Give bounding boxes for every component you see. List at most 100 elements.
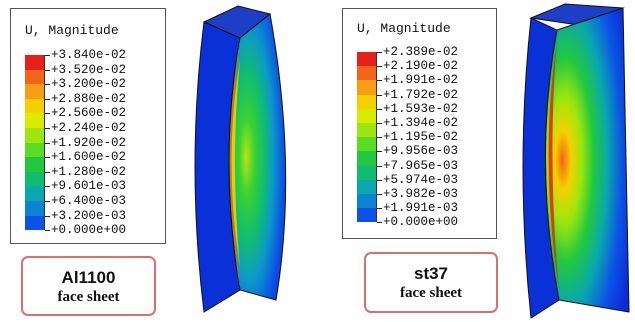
legend-tick	[45, 171, 50, 173]
legend-label: +1.792e-02	[383, 87, 459, 102]
color-swatch	[357, 94, 377, 109]
material-name: Al1100	[61, 268, 116, 287]
color-swatch	[25, 113, 45, 128]
legend-tick	[377, 194, 382, 195]
color-swatch	[25, 157, 45, 172]
legend-entry: +3.200e-02	[11, 77, 165, 99]
legend-tick	[377, 208, 382, 210]
side-face	[544, 7, 630, 313]
legend-entry: +2.240e-02	[11, 121, 165, 143]
legend-tick	[377, 66, 382, 68]
color-swatch	[357, 194, 377, 209]
color-swatch	[357, 108, 377, 123]
legend-left: U, Magnitude +3.840e-02 +3.520e-02 +3.200e…	[10, 8, 166, 244]
legend-entry: +7.965e-03	[343, 159, 496, 180]
legend-entry: +1.991e-02	[343, 73, 496, 95]
legend-tick	[45, 113, 50, 115]
legend-entry: +5.974e-03	[343, 173, 496, 194]
legend-entry: +1.195e-02	[343, 130, 496, 152]
legend-entry: +3.840e-02	[11, 48, 165, 70]
color-swatch	[25, 215, 45, 231]
color-swatch	[25, 69, 45, 85]
legend-entry: +1.991e-03	[343, 201, 496, 223]
legend-tick	[377, 108, 382, 110]
legend-entry: +1.920e-02	[11, 136, 165, 158]
legend-entry: +9.601e-03	[11, 179, 165, 201]
legend-label: +7.965e-03	[383, 158, 459, 173]
legend-tick	[45, 201, 50, 202]
legend-label: +1.600e-02	[51, 150, 127, 165]
legend-entry: +6.400e-03	[11, 194, 165, 216]
legend-tick	[377, 80, 382, 82]
color-swatch	[25, 98, 45, 114]
legend-label: +2.240e-02	[51, 121, 127, 135]
peak-band	[230, 38, 240, 290]
legend-tick	[377, 137, 382, 139]
legend-tick	[45, 215, 50, 217]
peak-band-inner	[231, 60, 240, 268]
legend-label: +2.880e-02	[51, 91, 127, 106]
legend-title: U, Magnitude	[25, 23, 119, 38]
legend-label: +1.280e-02	[51, 164, 127, 179]
legend-right: U, Magnitude +2.389e-02 +2.190e-02 +1.991e…	[342, 8, 497, 239]
legend-entry: +0.000e+00	[343, 215, 496, 236]
material-tag-right: st37 face sheet	[364, 252, 498, 313]
legend-tick	[377, 151, 382, 153]
legend-title: U, Magnitude	[357, 21, 451, 36]
legend-entry: +0.000e+00	[11, 223, 165, 244]
color-swatch	[25, 201, 45, 216]
legend-tick	[45, 84, 50, 86]
deformed-face-sheet-al1100	[194, 5, 287, 313]
legend-label: +2.190e-02	[383, 59, 459, 74]
legend-tick	[45, 128, 50, 129]
color-swatch	[357, 151, 377, 166]
legend-label: +0.000e+00	[383, 215, 459, 230]
legend-tick	[377, 123, 382, 124]
legend-tick	[45, 157, 50, 159]
color-swatch	[25, 186, 45, 201]
legend-entry: +1.792e-02	[343, 88, 496, 109]
legend-label: +1.195e-02	[383, 130, 459, 145]
legend-label: +0.000e+00	[51, 223, 127, 238]
color-swatch	[357, 208, 377, 223]
legend-label: +3.840e-02	[51, 48, 127, 62]
legend-entry: +9.956e-03	[343, 144, 496, 166]
legend-label: +6.400e-03	[51, 194, 127, 208]
legend-label: +1.920e-02	[51, 135, 127, 150]
legend-label: +3.200e-02	[51, 77, 127, 92]
color-swatch	[357, 165, 377, 180]
legend-entry: +2.880e-02	[11, 92, 165, 114]
legend-tick	[45, 186, 50, 188]
legend-label: +9.956e-03	[383, 144, 459, 159]
color-swatch	[357, 179, 377, 194]
legend-label: +9.601e-03	[51, 179, 127, 194]
legend-entry: +1.280e-02	[11, 165, 165, 187]
legend-entry: +2.190e-02	[343, 59, 496, 81]
legend-tick	[45, 69, 50, 71]
legend-label: +3.520e-02	[51, 62, 127, 77]
color-swatch	[25, 142, 45, 158]
deformed-face-sheet-st37	[522, 3, 630, 319]
legend-entry: +2.560e-02	[11, 106, 165, 128]
legend-label: +1.593e-02	[383, 101, 459, 116]
legend-entry: +3.520e-02	[11, 63, 165, 85]
material-tag-left: Al1100 face sheet	[21, 256, 156, 316]
side-face	[228, 13, 287, 301]
color-swatch	[25, 55, 45, 70]
legend-label: +2.389e-02	[383, 45, 459, 59]
legend-tick	[377, 52, 382, 53]
legend-entry: +2.389e-02	[343, 45, 496, 67]
legend-entry: +3.200e-03	[11, 209, 165, 231]
legend-tick	[377, 94, 382, 96]
legend-tick	[45, 55, 50, 56]
color-swatch	[25, 128, 45, 143]
color-swatch	[357, 66, 377, 81]
color-swatch	[357, 80, 377, 95]
legend-tick	[45, 230, 50, 232]
color-swatch	[357, 52, 377, 67]
material-subtitle: face sheet	[57, 289, 120, 305]
legend-entry: +1.394e-02	[343, 116, 496, 138]
peak-band	[548, 40, 559, 290]
color-swatch	[25, 84, 45, 99]
material-subtitle: face sheet	[399, 285, 463, 301]
